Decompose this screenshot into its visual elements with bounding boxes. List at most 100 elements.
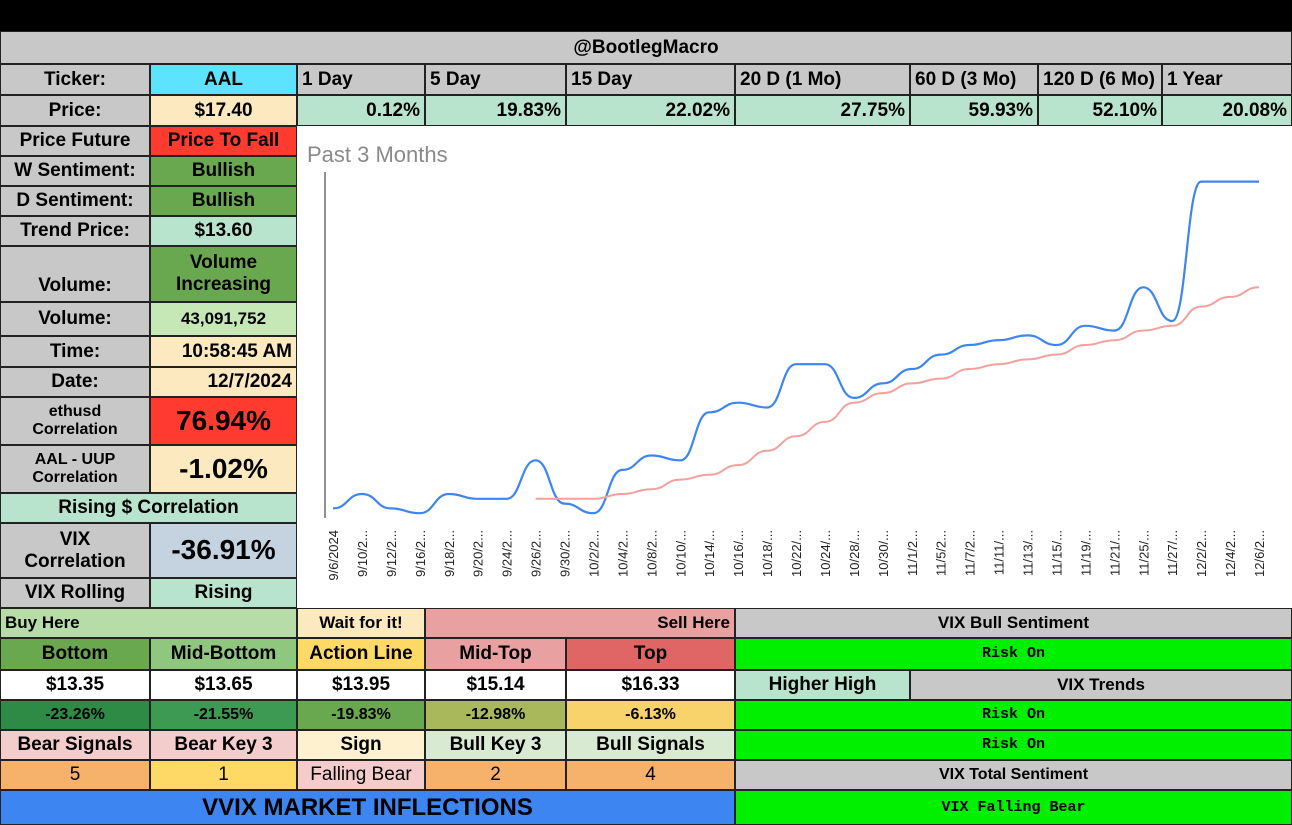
signal-label-bull: Bull Signals bbox=[566, 730, 735, 760]
chart-x-tick-label: 10/8/2... bbox=[644, 530, 659, 577]
ethusd-label-line1: ethusd bbox=[48, 402, 102, 420]
w-sentiment-label: W Sentiment: bbox=[0, 156, 150, 186]
vix-rolling-value: Rising bbox=[150, 578, 297, 608]
chart-x-tick-label: 11/21/... bbox=[1107, 530, 1122, 576]
chart-x-tick-label: 12/4/2... bbox=[1223, 530, 1238, 577]
level-price-mid-top: $15.14 bbox=[425, 670, 566, 700]
chart-x-tick-label: 9/12/2... bbox=[384, 530, 399, 577]
price-future-label: Price Future bbox=[0, 126, 150, 156]
signal-label-bear: Bear Signals bbox=[0, 730, 150, 760]
time-value: 10:58:45 AM bbox=[150, 336, 297, 367]
vvix-banner: VVIX MARKET INFLECTIONS bbox=[0, 790, 735, 825]
d-sentiment-value: Bullish bbox=[150, 186, 297, 216]
chart-x-tick-label: 11/7/2... bbox=[963, 530, 978, 576]
chart-x-tick-label: 11/13/... bbox=[1021, 530, 1036, 576]
chart-x-tick-label: 11/27/... bbox=[1165, 530, 1180, 576]
level-pct-action-line: -19.83% bbox=[297, 700, 425, 730]
level-price-top: $16.33 bbox=[566, 670, 735, 700]
level-mid-top: Mid-Top bbox=[425, 638, 566, 670]
chart-x-tick-label: 10/2/2... bbox=[586, 530, 601, 577]
d-sentiment-label: D Sentiment: bbox=[0, 186, 150, 216]
chart-x-tick-label: 11/25/... bbox=[1136, 530, 1151, 576]
chart-x-tick-label: 10/14/... bbox=[702, 530, 717, 577]
signal-value-bear-key: 1 bbox=[150, 760, 297, 790]
period-label-20d: 20 D (1 Mo) bbox=[735, 64, 910, 95]
period-value-1d: 0.12% bbox=[297, 95, 425, 126]
period-value-15d: 22.02% bbox=[566, 95, 735, 126]
date-label: Date: bbox=[0, 367, 150, 397]
chart-x-tick-label: 10/10/... bbox=[673, 530, 688, 577]
price-chart-svg: Past 3 Months 9/6/2024 9/10/2... 9/12/2...… bbox=[307, 142, 1267, 581]
chart-x-tick-label: 9/30/2... bbox=[558, 530, 573, 577]
ticker-value[interactable]: AAL bbox=[150, 64, 297, 95]
period-label-5d: 5 Day bbox=[425, 64, 566, 95]
chart-x-tick-label: 10/24/... bbox=[818, 530, 833, 577]
chart-x-tick-label: 10/28/... bbox=[847, 530, 862, 577]
price-chart: Past 3 Months 9/6/2024 9/10/2... 9/12/2...… bbox=[297, 126, 1292, 608]
top-strip bbox=[0, 0, 1292, 31]
period-label-120d: 120 D (6 Mo) bbox=[1038, 64, 1162, 95]
period-label-1d: 1 Day bbox=[297, 64, 425, 95]
signal-label-bull-key: Bull Key 3 bbox=[425, 730, 566, 760]
ethusd-corr-label: ethusd Correlation bbox=[0, 397, 150, 445]
trend-price-label: Trend Price: bbox=[0, 216, 150, 246]
signal-value-bull: 4 bbox=[566, 760, 735, 790]
level-mid-bottom: Mid-Bottom bbox=[150, 638, 297, 670]
signal-label-bear-key: Bear Key 3 bbox=[150, 730, 297, 760]
chart-x-tick-label: 12/6/2... bbox=[1252, 530, 1267, 577]
vix-higher-high: Higher High bbox=[735, 670, 910, 700]
chart-series-line-0 bbox=[332, 180, 1259, 515]
chart-x-tick-label: 12/2/2... bbox=[1194, 530, 1209, 577]
volume-status-line1: Volume bbox=[189, 252, 258, 274]
ticker-label: Ticker: bbox=[0, 64, 150, 95]
vix-corr-label-line2: Correlation bbox=[24, 550, 126, 572]
period-value-20d: 27.75% bbox=[735, 95, 910, 126]
period-label-1y: 1 Year bbox=[1162, 64, 1292, 95]
uup-corr-value: -1.02% bbox=[150, 445, 297, 493]
level-pct-mid-top: -12.98% bbox=[425, 700, 566, 730]
volume-label: Volume: bbox=[0, 246, 150, 302]
level-price-action-line: $13.95 bbox=[297, 670, 425, 700]
ethusd-corr-value: 76.94% bbox=[150, 397, 297, 445]
period-label-15d: 15 Day bbox=[566, 64, 735, 95]
wait-label: Wait for it! bbox=[297, 608, 425, 638]
volume-status: Volume Increasing bbox=[150, 246, 297, 302]
chart-x-tick-label: 11/5/2... bbox=[934, 530, 949, 576]
chart-x-tick-label: 9/6/2024 bbox=[326, 530, 341, 581]
signal-value-sign: Falling Bear bbox=[297, 760, 425, 790]
level-pct-top: -6.13% bbox=[566, 700, 735, 730]
chart-x-tick-label: 9/16/2... bbox=[413, 530, 428, 577]
vix-trends-label: VIX Trends bbox=[910, 670, 1292, 700]
chart-x-tick-label: 9/26/2... bbox=[529, 530, 544, 577]
level-price-bottom: $13.35 bbox=[0, 670, 150, 700]
ethusd-label-line2: Correlation bbox=[32, 421, 118, 438]
vix-bull-sentiment-value: Risk On bbox=[735, 638, 1292, 670]
vix-corr-value: -36.91% bbox=[150, 523, 297, 578]
sheet-title: @BootlegMacro bbox=[0, 31, 1292, 64]
chart-x-tick-label: 11/1/2... bbox=[905, 530, 920, 576]
chart-x-tick-label: 9/10/2... bbox=[355, 530, 370, 577]
vix-rolling-label: VIX Rolling bbox=[0, 578, 150, 608]
time-label: Time: bbox=[0, 336, 150, 367]
signal-label-sign: Sign bbox=[297, 730, 425, 760]
w-sentiment-value: Bullish bbox=[150, 156, 297, 186]
level-pct-mid-bottom: -21.55% bbox=[150, 700, 297, 730]
price-value: $17.40 bbox=[150, 95, 297, 126]
vix-corr-label: VIX Correlation bbox=[0, 523, 150, 578]
vix-bull-sentiment-label: VIX Bull Sentiment bbox=[735, 608, 1292, 638]
vix-trend-value-1: Risk On bbox=[735, 700, 1292, 730]
period-label-60d: 60 D (3 Mo) bbox=[910, 64, 1038, 95]
level-action-line: Action Line bbox=[297, 638, 425, 670]
period-value-60d: 59.93% bbox=[910, 95, 1038, 126]
price-future-value: Price To Fall bbox=[150, 126, 297, 156]
trend-price-value: $13.60 bbox=[150, 216, 297, 246]
chart-x-tick-label: 10/18/... bbox=[760, 530, 775, 577]
chart-series-line-1 bbox=[535, 286, 1260, 500]
level-price-mid-bottom: $13.65 bbox=[150, 670, 297, 700]
price-label: Price: bbox=[0, 95, 150, 126]
chart-x-tick-label: 9/18/2... bbox=[442, 530, 457, 577]
chart-x-tick-label: 9/20/2... bbox=[471, 530, 486, 577]
date-value: 12/7/2024 bbox=[150, 367, 297, 397]
vix-corr-label-line1: VIX bbox=[59, 528, 91, 550]
chart-x-tick-label: 10/16/... bbox=[731, 530, 746, 577]
